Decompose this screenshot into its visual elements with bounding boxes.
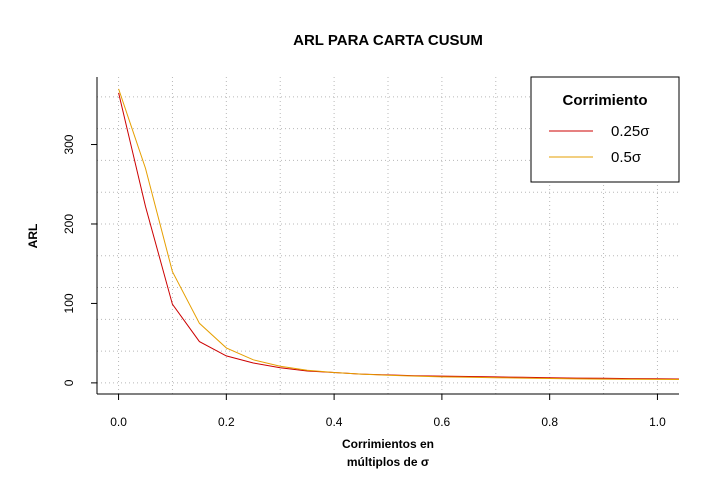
- series-layer: [118, 88, 680, 380]
- chart-title: ARL PARA CARTA CUSUM: [293, 32, 483, 49]
- x-axis-label-line2: múltiplos de σ: [347, 455, 429, 469]
- x-tick-label: 0.0: [110, 415, 127, 429]
- legend-box: [530, 76, 680, 183]
- y-tick-label: 300: [62, 134, 76, 154]
- y-tick-label: 0: [62, 379, 76, 386]
- x-axis-label-line1: Corrimientos en: [342, 437, 434, 451]
- y-tick-label: 100: [62, 293, 76, 313]
- legend-title: Corrimiento: [562, 92, 647, 109]
- x-tick-label: 0.8: [541, 415, 558, 429]
- legend-label-series-2: 0.5σ: [611, 149, 642, 166]
- axes-layer: 0.0 0.2 0.4 0.6 0.8 1.0 0 100 200 300: [62, 77, 679, 429]
- x-tick-label: 0.4: [326, 415, 343, 429]
- x-tick-label: 0.2: [218, 415, 235, 429]
- legend: Corrimiento 0.25σ 0.5σ: [530, 76, 680, 183]
- y-axis-label: ARL: [26, 224, 40, 249]
- x-tick-label: 1.0: [649, 415, 666, 429]
- legend-label-series-1: 0.25σ: [611, 123, 650, 140]
- x-tick-label: 0.6: [434, 415, 451, 429]
- y-tick-label: 200: [62, 214, 76, 234]
- series-line-2: [118, 88, 680, 380]
